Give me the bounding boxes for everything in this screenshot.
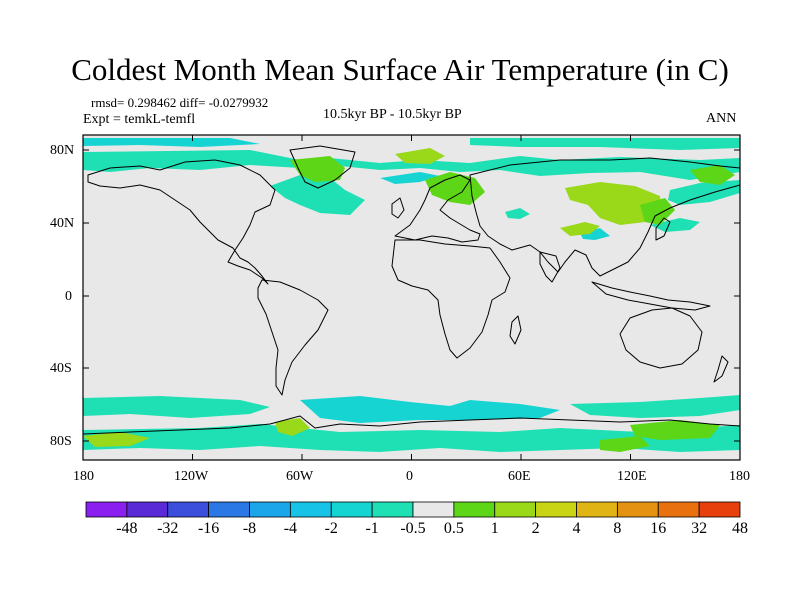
asia-warm-strip (560, 222, 600, 236)
colorbar-label: -2 (324, 520, 338, 537)
atlantic-cool-strip (380, 172, 440, 184)
colorbar-label: 4 (572, 520, 581, 537)
lon-label-60w: 60W (286, 469, 314, 484)
arctic-cool-band (83, 150, 740, 180)
antarctica-coast (82, 415, 741, 435)
pacific-warm (690, 165, 735, 185)
lon-label-120e: 120E (617, 469, 647, 484)
experiment-label: Expt = temkL-temfl (83, 112, 196, 127)
europe-coast (394, 174, 481, 243)
asia-cool-spot-2 (580, 228, 610, 240)
colorbar-label: 32 (691, 520, 708, 537)
lat-label-80n: 80N (50, 143, 75, 158)
axis-ticks (82, 135, 741, 460)
southern-ocean-cool (83, 396, 270, 418)
season-label: ANN (706, 111, 737, 126)
colorbar-swatch (616, 501, 659, 518)
greenland-warm (290, 156, 345, 182)
colorbar-swatch (657, 501, 700, 518)
south-america-coast (257, 279, 329, 396)
new-zealand-coast (713, 355, 729, 383)
lat-label-40n: 40N (50, 216, 75, 231)
colorbar-label: 48 (732, 520, 748, 537)
colorbar-swatch (412, 501, 455, 518)
uk-coast (391, 197, 405, 219)
colorbar-swatch (698, 501, 741, 518)
lat-label-80s: 80S (50, 434, 72, 449)
colorbar-swatch (289, 501, 332, 518)
colorbar-swatch (208, 501, 250, 518)
arctic-cool-top (83, 138, 260, 147)
southern-warm-1 (275, 418, 310, 436)
colorbar-label: -8 (242, 520, 257, 537)
colorbar-swatch (85, 501, 128, 518)
colorbar-swatch (126, 501, 169, 518)
colorbar-swatch (494, 501, 537, 518)
coastlines (82, 145, 741, 435)
colorbar-label: -32 (157, 520, 179, 537)
antarctic-warm-right (600, 436, 650, 452)
japan-coast (655, 217, 671, 241)
colorbar-label: -1 (365, 520, 379, 537)
arctic-warm (395, 148, 445, 164)
colorbar-label: -4 (283, 520, 298, 537)
japan-cool (650, 218, 700, 232)
north-america-cool (270, 175, 365, 215)
colorbar-swatch (576, 501, 618, 518)
india-coast (539, 251, 561, 283)
colorbar-label: 2 (531, 520, 540, 537)
colorbar-swatch (535, 501, 577, 518)
colorbar-swatch (249, 501, 291, 518)
asia-cool-spot (505, 208, 530, 219)
lon-label-120w: 120W (174, 469, 209, 484)
colorbar-swatch (453, 501, 496, 518)
colorbar-label: 16 (650, 520, 667, 537)
stats-text: rmsd= 0.298462 diff= -0.0279932 (91, 95, 269, 110)
east-asia-warm (640, 198, 675, 225)
lat-label-40s: 40S (50, 361, 72, 376)
colorbar-swatch (167, 501, 210, 518)
colorbar-swatch (371, 501, 414, 518)
cool-anomaly-patches (83, 138, 740, 452)
lon-label-180w: 180 (73, 469, 94, 484)
antarctic-cool (83, 424, 740, 452)
colorbar-label: -48 (116, 520, 138, 537)
asia-coast (469, 157, 741, 277)
africa-coast (391, 239, 511, 359)
lon-label-60e: 60E (508, 469, 531, 484)
lat-label-0: 0 (65, 289, 72, 304)
plot-title: Coldest Month Mean Surface Air Temperatu… (71, 52, 729, 87)
indonesia-coast (591, 281, 711, 311)
colorbar-label: 1 (490, 520, 499, 537)
antarctic-warm-left (83, 432, 150, 447)
southern-ocean-cool-2 (300, 396, 560, 423)
colorbar-label: 0.5 (443, 520, 464, 537)
pacific-cool-east (668, 180, 740, 205)
colorbar-swatch (330, 501, 373, 518)
period-label: 10.5kyr BP - 10.5kyr BP (323, 107, 462, 122)
greenland-coast (289, 145, 356, 189)
colorbar-label: -0.5 (400, 520, 426, 537)
lon-label-0: 0 (406, 469, 413, 484)
north-america-coast (87, 159, 276, 285)
siberia-warm (565, 182, 662, 225)
madagascar-coast (509, 315, 522, 345)
australia-coast (619, 307, 703, 369)
arctic-cool-top-east (470, 138, 740, 150)
colorbar (85, 501, 741, 518)
colorbar-label: -16 (197, 520, 220, 537)
southern-ocean-cool-3 (570, 395, 740, 418)
lon-label-180e: 180 (729, 469, 750, 484)
southern-warm-2 (630, 420, 720, 440)
colorbar-label: 8 (613, 520, 622, 537)
